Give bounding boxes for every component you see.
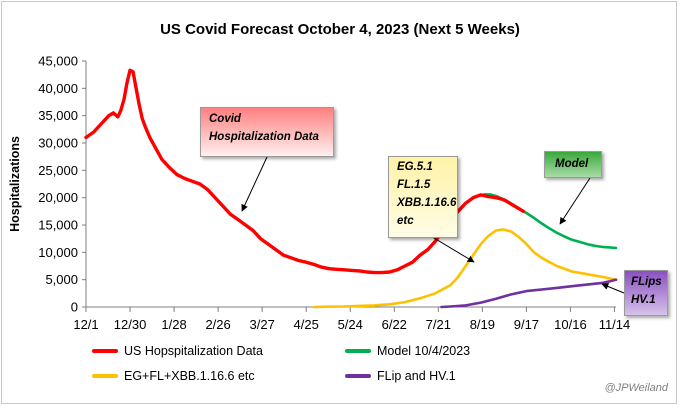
y-tick-label: 10,000: [38, 245, 78, 260]
y-tick-label: 45,000: [38, 54, 78, 69]
legend-item-flip: FLip and HV.1: [345, 369, 456, 383]
x-tick-label: 7/21: [426, 317, 451, 332]
callout-line: etc: [397, 215, 414, 227]
x-tick-label: 10/16: [554, 317, 587, 332]
x-tick-label: 4/25: [294, 317, 319, 332]
y-tick-label: 30,000: [38, 136, 78, 151]
credit-handle: @JPWeiland: [604, 382, 668, 394]
legend-swatch-yellow: [92, 374, 118, 378]
x-tick-label: 1/28: [161, 317, 186, 332]
callout-line: EG.5.1: [397, 161, 433, 173]
x-tick-label: 8/19: [470, 317, 495, 332]
legend-item-hospitalization: US Hopspitalization Data: [92, 344, 263, 358]
x-tick-label: 3/27: [250, 317, 275, 332]
callout-line: Covid: [209, 113, 241, 125]
x-tick-label: 12/30: [114, 317, 147, 332]
y-tick-label: 0: [71, 300, 78, 315]
legend-item-model: Model 10/4/2023: [345, 344, 470, 358]
y-tick-label: 20,000: [38, 190, 78, 205]
callout-line: FL.1.5: [397, 179, 431, 191]
y-tick-label: 35,000: [38, 108, 78, 123]
legend-label: Model 10/4/2023: [377, 344, 471, 358]
legend-swatch-green: [345, 349, 371, 353]
arrow-hospitalization: [241, 156, 268, 212]
legend-swatch-red: [92, 349, 118, 353]
x-tick-label: 12/1: [73, 317, 98, 332]
y-tick-label: 40,000: [38, 81, 78, 96]
y-axis-label: Hospitalizations: [8, 136, 22, 232]
x-tick-label: 5/24: [338, 317, 363, 332]
callout-line: HV.1: [631, 294, 656, 306]
legend-swatch-purple: [345, 374, 371, 378]
series-line-model: [482, 193, 618, 250]
callout-line: Model: [555, 158, 589, 170]
callout-model: Model: [544, 151, 602, 178]
y-tick-label: 5,000: [45, 272, 78, 287]
callout-line: FLips: [631, 276, 662, 288]
series-line-flip: [440, 278, 618, 309]
x-tick-label: 9/17: [514, 317, 539, 332]
legend-label: US Hopspitalization Data: [124, 344, 263, 358]
y-tick-label: 25,000: [38, 163, 78, 178]
callout-hospitalization-data: Covid Hospitalization Data: [200, 107, 334, 157]
x-tick-label: 11/14: [599, 317, 631, 332]
arrow-model: [559, 177, 591, 225]
series-line-variants: [312, 228, 618, 309]
x-tick-label: 2/26: [205, 317, 230, 332]
legend-label: EG+FL+XBB.1.16.6 etc: [124, 369, 255, 383]
x-tick-label: 6/22: [382, 317, 407, 332]
callout-flips-hv1: FLips HV.1: [624, 270, 668, 316]
arrow-flips: [601, 283, 625, 294]
legend-label: FLip and HV.1: [377, 369, 456, 383]
chart-title: US Covid Forecast October 4, 2023 (Next …: [160, 21, 520, 38]
callout-line: XBB.1.16.6: [397, 197, 457, 209]
legend-item-variants: EG+FL+XBB.1.16.6 etc: [92, 369, 255, 383]
callout-line: Hospitalization Data: [209, 131, 319, 143]
y-tick-label: 15,000: [38, 218, 78, 233]
callout-variants: EG.5.1 FL.1.5 XBB.1.16.6 etc: [388, 156, 458, 238]
